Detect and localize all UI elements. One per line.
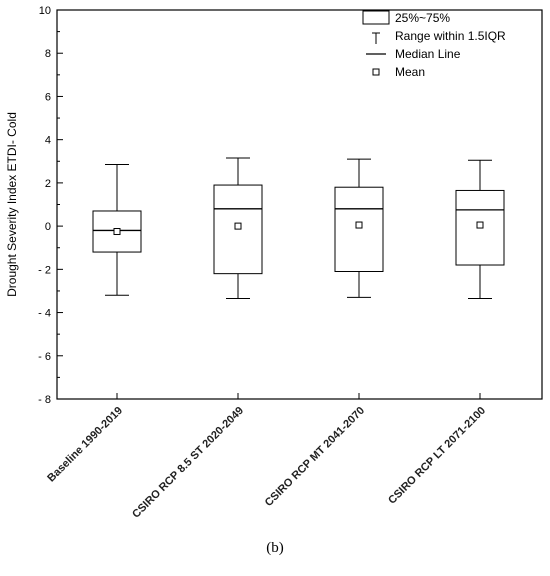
y-axis-label: Drought Severity Index ETDI- Cold — [5, 112, 19, 297]
y-tick-label: 2 — [45, 178, 51, 190]
y-tick-label: 8 — [45, 48, 51, 60]
x-tick-label: Baseline 1990-2019 — [45, 405, 125, 485]
y-tick-label: - 2 — [38, 264, 51, 276]
y-tick-label: 4 — [45, 135, 51, 147]
legend-label-median: Median Line — [395, 47, 461, 61]
iqr-box — [334, 186, 384, 272]
x-tick-label: CSIRO RCP MT 2041-2070 — [263, 405, 367, 509]
legend-label-mean: Mean — [395, 65, 425, 79]
y-tick-label: 10 — [39, 5, 51, 17]
y-tick-label: 0 — [45, 221, 51, 233]
x-tick-label: CSIRO RCP LT 2071-2100 — [386, 405, 488, 507]
y-tick-label: - 6 — [38, 351, 51, 363]
legend-label-whisker: Range within 1.5IQR — [395, 29, 506, 43]
y-tick-label: - 8 — [38, 394, 51, 406]
y-tick-label: - 4 — [38, 308, 51, 320]
panel-label: (b) — [266, 540, 284, 556]
mean-marker — [234, 222, 242, 230]
y-tick-label: 6 — [45, 91, 51, 103]
x-tick-label: CSIRO RCP 8.5 ST 2020-2049 — [130, 405, 246, 521]
legend-mean-swatch — [372, 68, 380, 76]
mean-marker — [355, 221, 363, 229]
legend-label-box: 25%~75% — [395, 11, 450, 25]
mean-marker — [476, 221, 484, 229]
legend-box-swatch — [362, 10, 390, 25]
mean-marker — [113, 228, 121, 236]
